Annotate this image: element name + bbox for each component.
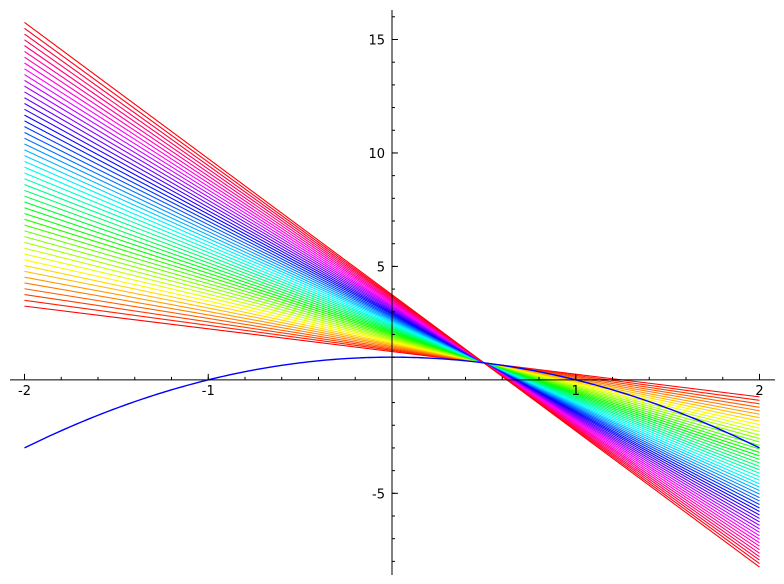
x-tick-label: -2 — [18, 384, 31, 399]
y-tick-label: 10 — [368, 147, 385, 162]
y-tick-label: 5 — [377, 260, 385, 275]
axes-layer: -2 -1 1 2 -5 5 10 15 — [10, 10, 775, 575]
x-tick-label: 1 — [572, 384, 580, 399]
y-tick-label: 15 — [368, 33, 385, 48]
x-tick-label: 2 — [755, 384, 763, 399]
y-tick-label: -5 — [372, 487, 385, 502]
x-tick-label: -1 — [202, 384, 215, 399]
